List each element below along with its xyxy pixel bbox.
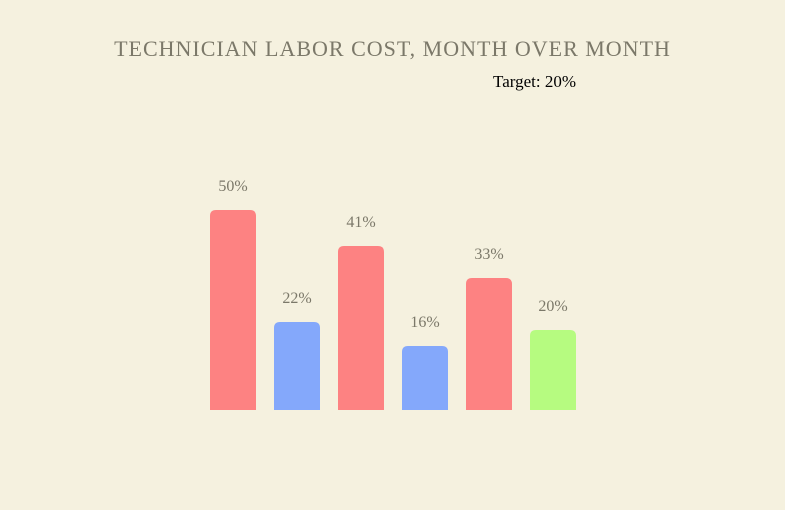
bar-6 <box>530 330 576 410</box>
bar-1 <box>210 210 256 410</box>
bar-value-label-6: 20% <box>538 298 567 315</box>
bar-5 <box>466 278 512 410</box>
target-annotation: Target: 20% <box>493 72 576 91</box>
bar-value-label-3: 41% <box>346 214 375 231</box>
bar-value-label-4: 16% <box>410 314 439 331</box>
bar-value-label-5: 33% <box>474 246 503 263</box>
bars-group <box>210 210 576 410</box>
bar-4 <box>402 346 448 410</box>
bar-value-label-2: 22% <box>282 290 311 307</box>
bar-2 <box>274 322 320 410</box>
bar-value-label-1: 50% <box>218 178 247 195</box>
bar-3 <box>338 246 384 410</box>
chart-title: TECHNICIAN LABOR COST, MONTH OVER MONTH <box>114 36 671 61</box>
labels-group: 50% 22% 41% 16% 33% 20% <box>218 178 567 331</box>
